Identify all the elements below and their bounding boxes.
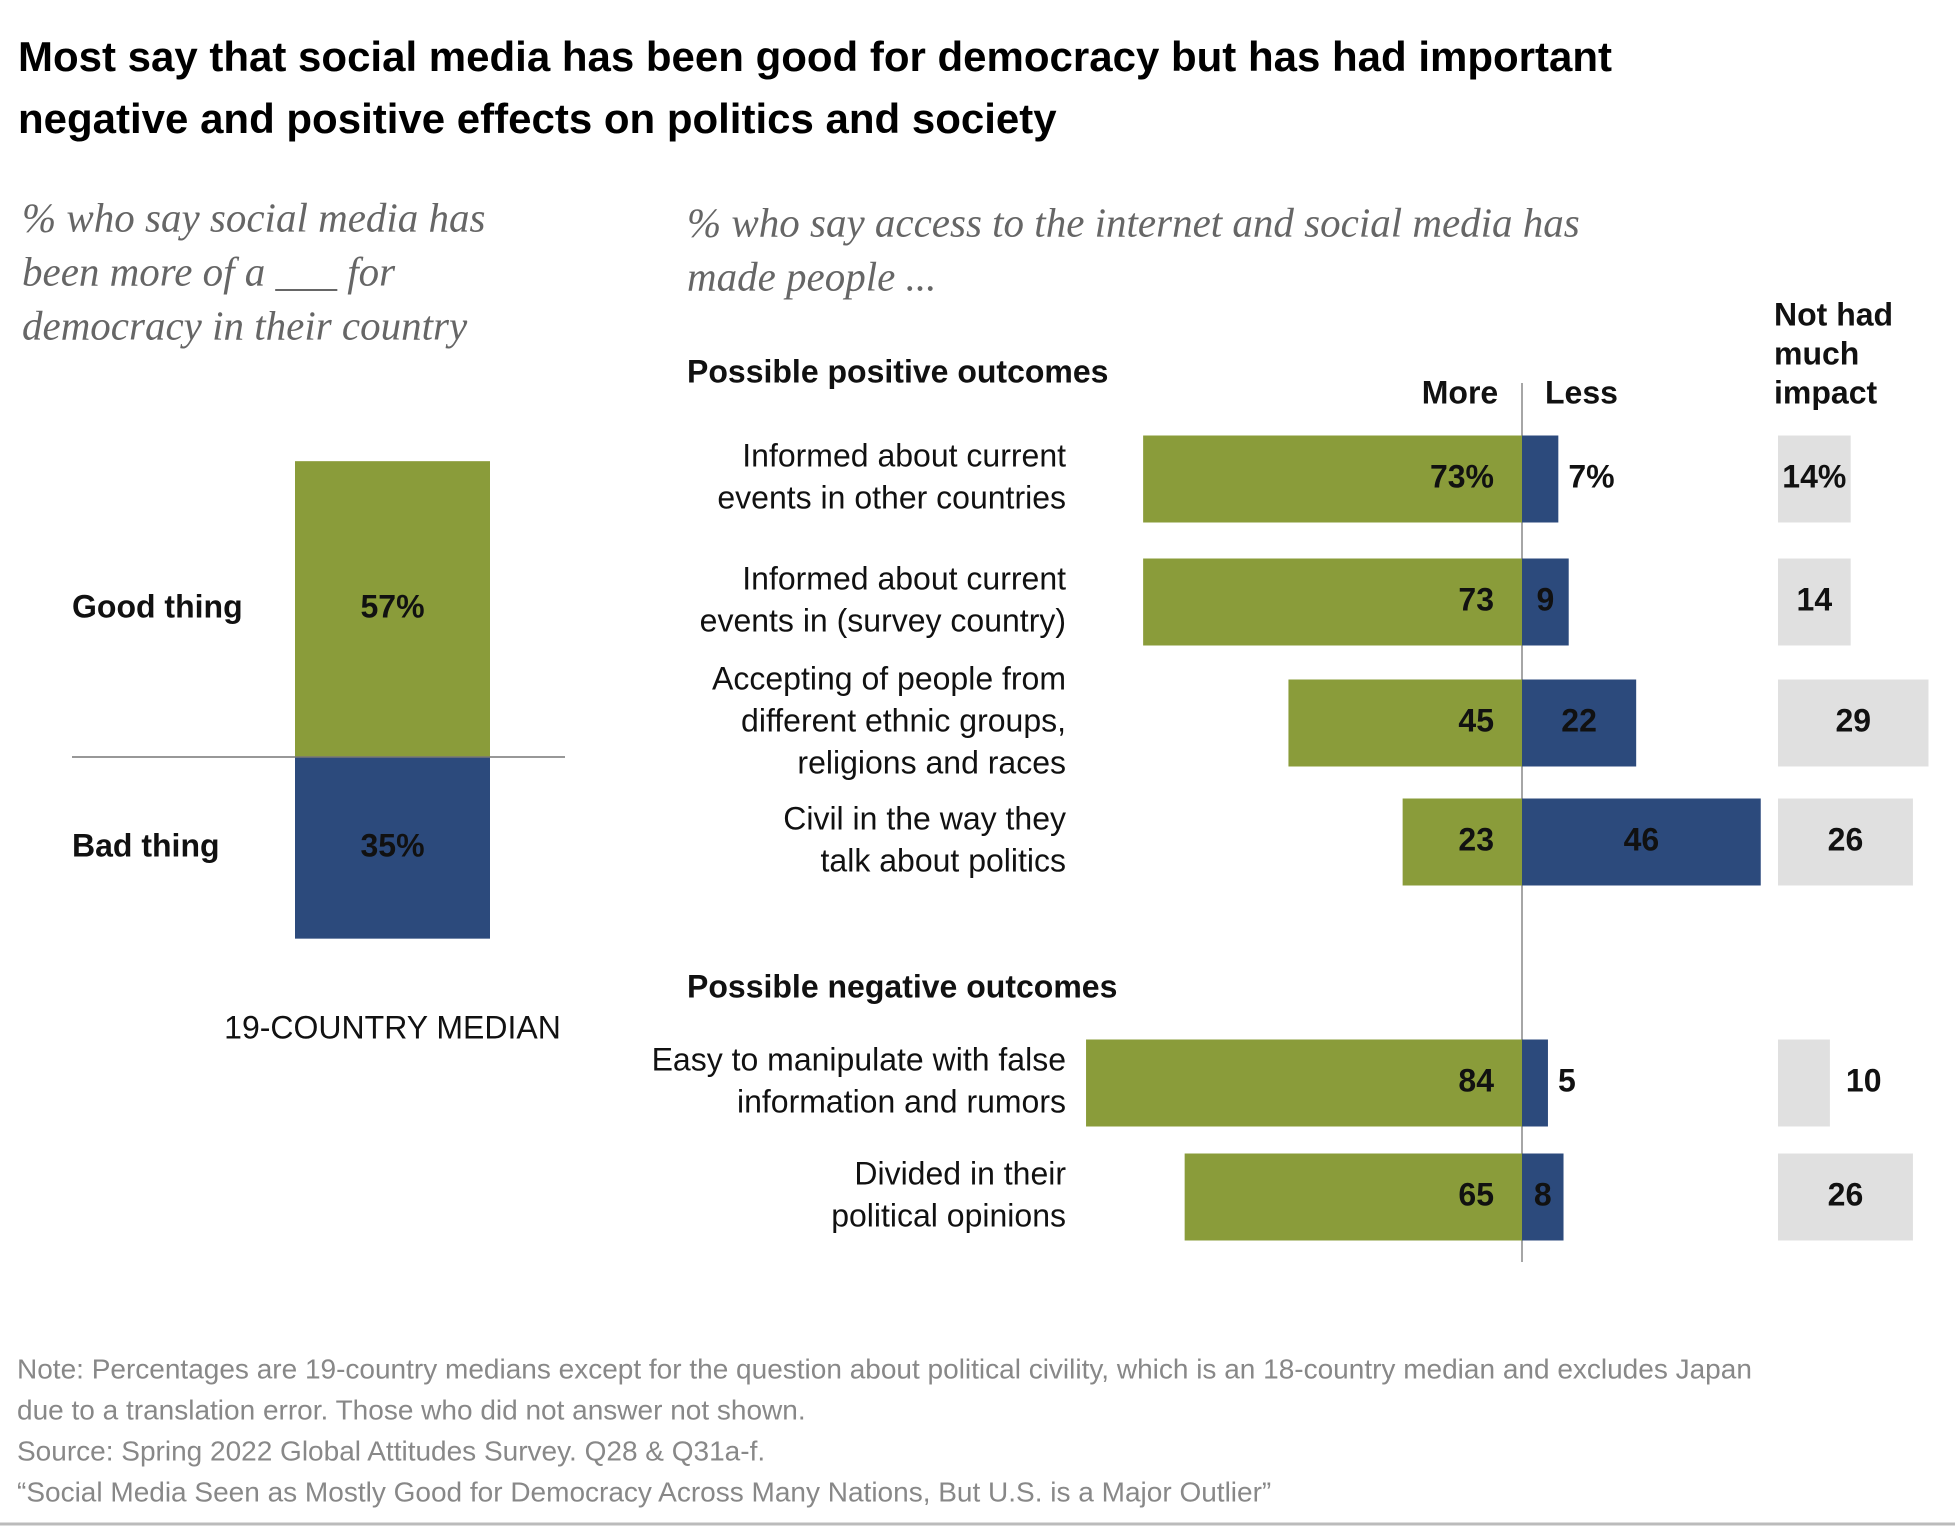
- subtitle: % who say access to the internet and soc…: [687, 199, 1580, 245]
- category-label: Good thing: [72, 589, 243, 625]
- note: Note: Percentages are 19-country medians…: [17, 1353, 1752, 1384]
- category-label: events in other countries: [717, 479, 1066, 515]
- chart-title: Most say that social media has been good…: [18, 33, 1612, 80]
- note: “Social Media Seen as Mostly Good for De…: [17, 1476, 1271, 1507]
- category-label: Accepting of people from: [712, 660, 1066, 696]
- bar-no-impact: [1778, 798, 1913, 886]
- bar-less: [1522, 798, 1761, 886]
- bar-label: 73%: [1430, 458, 1494, 494]
- category-label: information and rumors: [737, 1083, 1066, 1119]
- bar: [295, 757, 490, 939]
- bar-less: [1522, 435, 1559, 523]
- bar-more: [1288, 679, 1522, 767]
- bar-label: 73: [1458, 581, 1494, 617]
- bar-no-impact: [1778, 435, 1851, 523]
- category-label: Divided in their: [854, 1155, 1066, 1191]
- bar-more: [1143, 435, 1522, 523]
- category-label: Informed about current: [742, 437, 1066, 473]
- bar-no-impact: [1778, 1153, 1913, 1241]
- legend-label: Not had: [1774, 296, 1893, 332]
- category-label: political opinions: [831, 1197, 1066, 1233]
- legend-label: impact: [1774, 374, 1877, 410]
- bar-more: [1086, 1039, 1522, 1127]
- bar-more: [1143, 558, 1522, 646]
- category-label: Easy to manipulate with false: [652, 1041, 1066, 1077]
- bar-label: 10: [1846, 1062, 1882, 1098]
- bar-label: 26: [1828, 1176, 1864, 1212]
- bar-less: [1522, 1153, 1564, 1241]
- bar-label: 65: [1458, 1176, 1494, 1212]
- bar-label: 14%: [1782, 458, 1846, 494]
- bar-label: 29: [1835, 702, 1871, 738]
- subtitle: % who say social media has: [22, 194, 486, 240]
- bar-label: 84: [1458, 1062, 1494, 1098]
- category-label: Informed about current: [742, 560, 1066, 596]
- note: Source: Spring 2022 Global Attitudes Sur…: [17, 1435, 765, 1466]
- category-label: talk about politics: [821, 842, 1066, 878]
- bar-label: 46: [1624, 821, 1660, 857]
- bar-label: 45: [1458, 702, 1494, 738]
- bar-label: 9: [1536, 581, 1554, 617]
- category-label: religions and races: [797, 744, 1066, 780]
- subtitle: been more of a ___ for: [22, 248, 396, 294]
- bar-label: 26: [1828, 821, 1864, 857]
- bar-label: 23: [1458, 821, 1494, 857]
- bar-label: 8: [1534, 1176, 1552, 1212]
- category-label: different ethnic groups,: [741, 702, 1066, 738]
- category-label: Civil in the way they: [783, 800, 1066, 836]
- group-label: Possible positive outcomes: [687, 353, 1108, 389]
- note: due to a translation error. Those who di…: [17, 1394, 806, 1425]
- subtitle: made people ...: [687, 253, 936, 299]
- subtitle: democracy in their country: [22, 302, 468, 348]
- category-label: events in (survey country): [700, 602, 1066, 638]
- bar-label: 14: [1797, 581, 1833, 617]
- footnote: 19-COUNTRY MEDIAN: [224, 1009, 561, 1045]
- bar-less: [1522, 558, 1569, 646]
- chart-title: negative and positive effects on politic…: [18, 95, 1057, 142]
- bar-less: [1522, 1039, 1548, 1127]
- legend-label: More: [1422, 374, 1498, 410]
- group-label: Possible negative outcomes: [687, 968, 1117, 1004]
- bar-label: 5: [1558, 1062, 1576, 1098]
- bar-no-impact: [1778, 679, 1929, 767]
- bar: [295, 461, 490, 757]
- legend-label: much: [1774, 335, 1859, 371]
- bar-label: 22: [1561, 702, 1597, 738]
- bar-more: [1184, 1153, 1522, 1241]
- bar-label: 7%: [1568, 458, 1614, 494]
- bar-less: [1522, 679, 1637, 767]
- bar-no-impact: [1778, 1039, 1830, 1127]
- bar-label: 57%: [360, 589, 424, 625]
- bar-more: [1402, 798, 1522, 886]
- bar-no-impact: [1778, 558, 1851, 646]
- legend-label: Less: [1545, 374, 1618, 410]
- bar-label: 35%: [360, 827, 424, 863]
- category-label: Bad thing: [72, 827, 220, 863]
